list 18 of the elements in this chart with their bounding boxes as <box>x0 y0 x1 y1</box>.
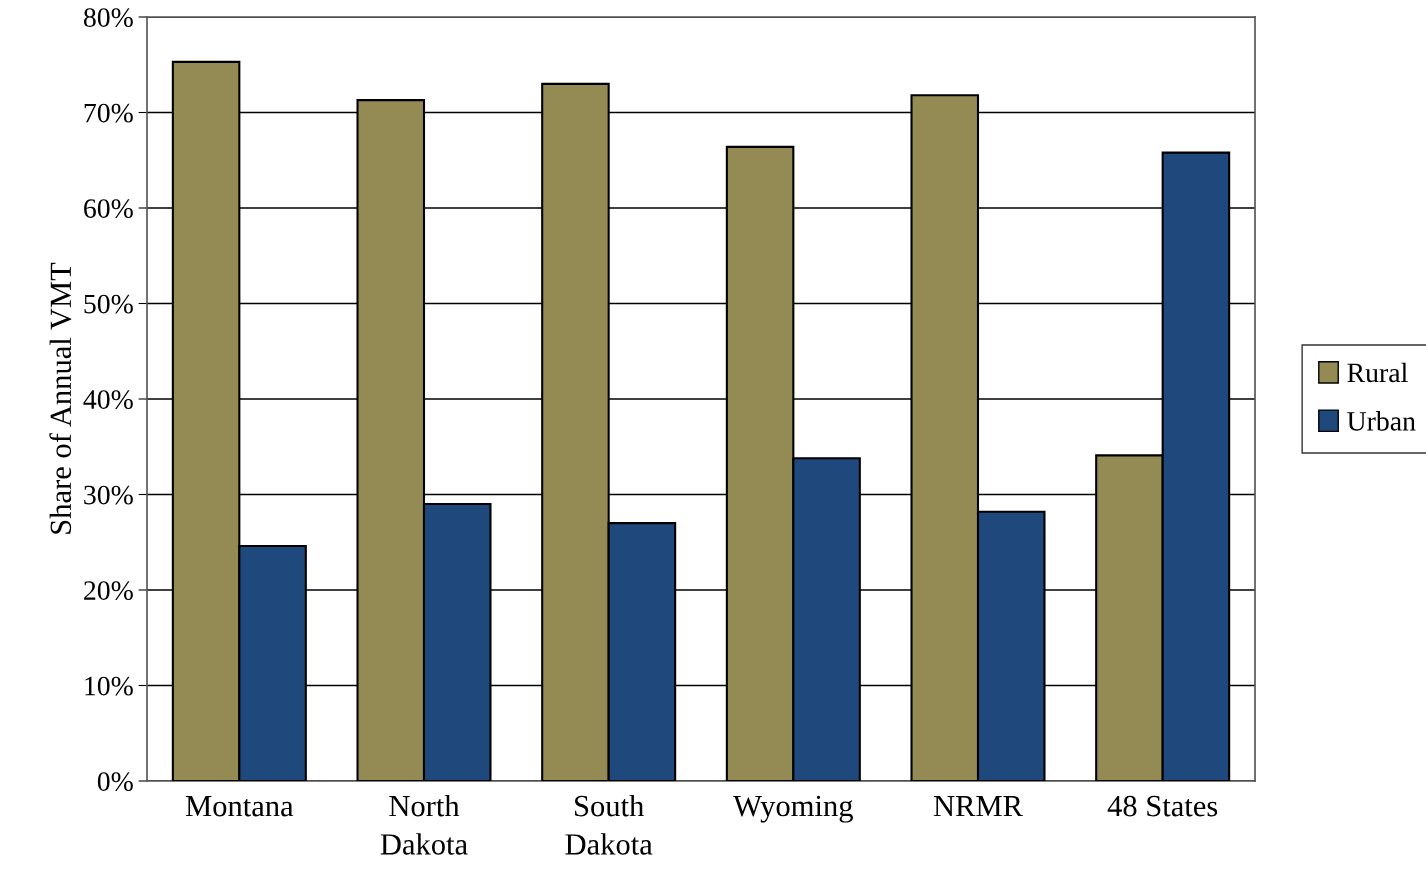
y-axis-title: Share of Annual VMT <box>49 262 72 534</box>
x-tick-label: Wyoming <box>733 795 853 823</box>
y-tick-label: 0% <box>97 772 133 791</box>
legend-label: Rural <box>1347 362 1408 383</box>
y-tick-label: 50% <box>84 294 133 314</box>
y-tick-label: 60% <box>84 199 133 218</box>
y-tick-label: 80% <box>83 8 133 27</box>
y-tick-label: 20% <box>84 581 133 600</box>
x-tick-label: South Dakota <box>565 794 653 855</box>
x-tick-label: 48 States <box>1107 795 1218 817</box>
x-tick-label: NRMR <box>933 796 1023 817</box>
x-tick-label: North Dakota <box>380 794 468 855</box>
x-tick-label: Montana <box>185 796 294 817</box>
y-tick-label: 70% <box>84 103 133 123</box>
y-tick-label: 30% <box>84 485 133 505</box>
legend-label: Urban <box>1347 411 1416 431</box>
y-tick-label: 10% <box>85 676 133 696</box>
y-tick-label: 40% <box>83 390 133 409</box>
